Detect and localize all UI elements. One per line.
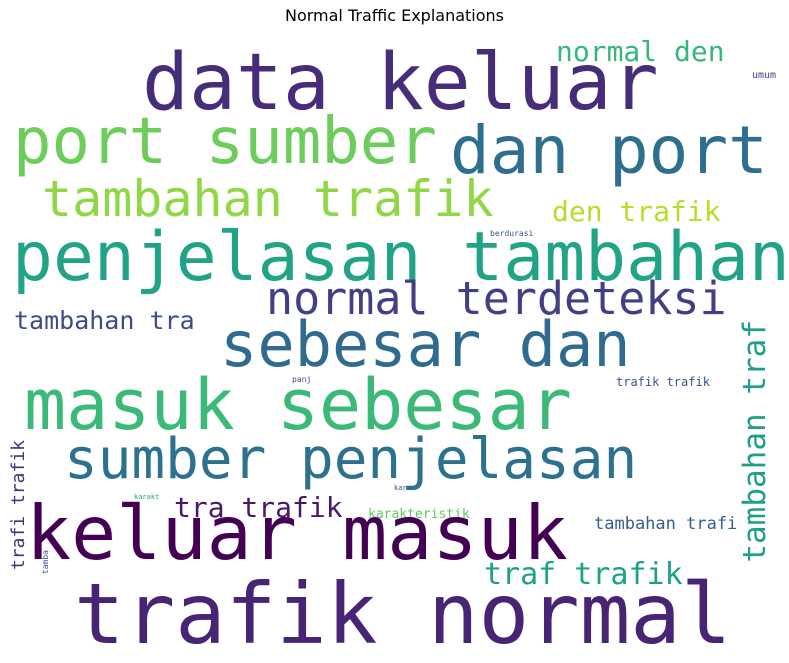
word: den trafik xyxy=(552,195,721,228)
word: tambahan trafik xyxy=(42,170,494,228)
word: tambahan trafi xyxy=(594,514,738,534)
chart-title: Normal Traffic Explanations xyxy=(284,6,505,25)
word: karakteristik xyxy=(368,507,470,522)
word: umum xyxy=(752,70,777,81)
word: port sumber xyxy=(13,105,437,179)
word: sebesar dan xyxy=(220,308,631,381)
word: penjelasan tambahan xyxy=(12,218,789,297)
word: normal terdeteksi xyxy=(266,272,727,325)
word-cloud: data keluar normal den umum port sumber … xyxy=(8,35,789,656)
word: trafik trafik xyxy=(616,375,710,389)
word: tra trafik xyxy=(174,491,343,524)
word: data keluar xyxy=(142,38,659,128)
word: tambahan tra xyxy=(14,306,195,335)
word: masuk sebesar xyxy=(24,364,572,446)
word: normal den xyxy=(556,35,725,68)
word: berdurasi xyxy=(490,229,534,238)
word: sumber penjelasan xyxy=(64,427,638,492)
word: keluar masuk xyxy=(26,489,568,577)
word: dan port xyxy=(450,112,768,189)
word: tambahan traf xyxy=(737,320,773,563)
word: trafik normal xyxy=(74,565,732,663)
word: traf trafik xyxy=(484,557,683,592)
word: tamba xyxy=(41,550,50,575)
word: kar xyxy=(394,484,407,492)
word: panj xyxy=(292,375,312,384)
word: karakt xyxy=(134,493,160,501)
